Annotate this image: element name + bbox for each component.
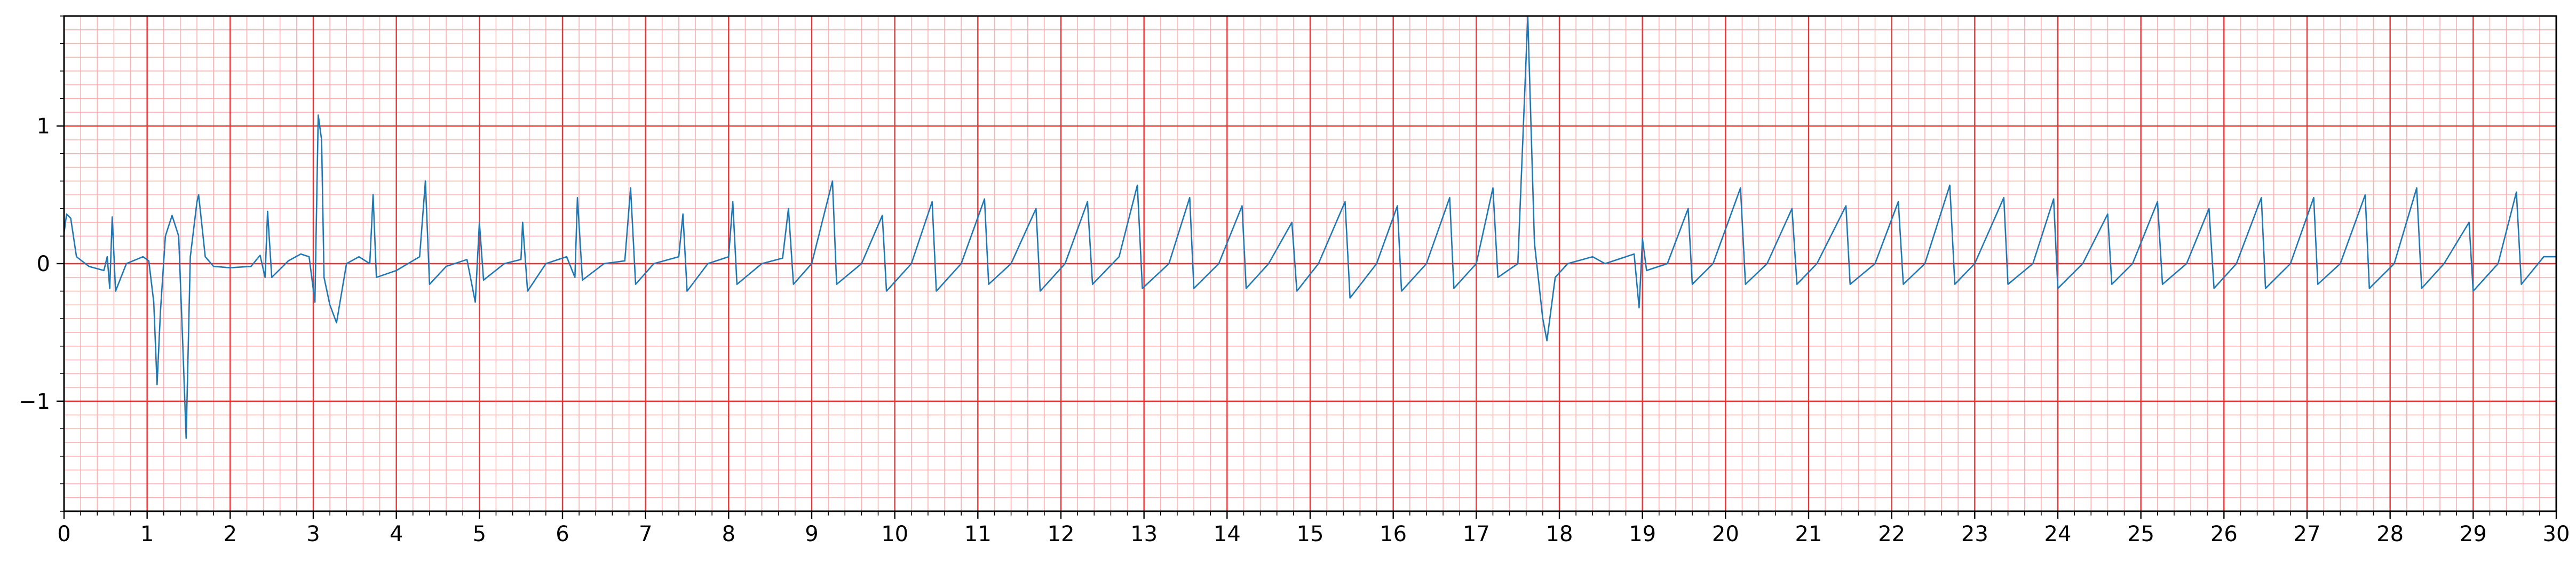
x-tick-label: 14: [1214, 522, 1241, 546]
series-line: [63, 15, 2556, 439]
x-tick-label: 24: [2044, 522, 2072, 546]
x-tick-label: 28: [2376, 522, 2404, 546]
x-tick-label: 4: [390, 522, 403, 546]
x-tick-label: 10: [881, 522, 908, 546]
x-tick-label: 13: [1130, 522, 1158, 546]
x-tick-label: 12: [1048, 522, 1075, 546]
x-tick-label: 18: [1546, 522, 1573, 546]
y-tick-label: 1: [37, 114, 50, 139]
y-tick-label: 0: [37, 252, 50, 276]
x-tick-label: 25: [2127, 522, 2154, 546]
x-tick-label: 21: [1795, 522, 1822, 546]
x-tick-label: 5: [473, 522, 486, 546]
x-tick-label: 20: [1712, 522, 1739, 546]
x-tick-label: 9: [805, 522, 818, 546]
x-tick-label: 6: [556, 522, 569, 546]
y-axis: −1 0 1: [19, 15, 64, 512]
x-tick-label: 16: [1380, 522, 1407, 546]
major-grid: [63, 16, 2557, 511]
x-tick-label: 19: [1629, 522, 1656, 546]
x-tick-label: 26: [2210, 522, 2238, 546]
x-tick-label: 29: [2460, 522, 2487, 546]
x-tick-label: 27: [2294, 522, 2321, 546]
x-tick-label: 7: [639, 522, 652, 546]
x-tick-label: 3: [306, 522, 320, 546]
x-tick-label: 1: [140, 522, 154, 546]
y-tick-label: −1: [19, 390, 50, 414]
x-tick-label: 30: [2543, 522, 2570, 546]
x-tick-label: 11: [964, 522, 992, 546]
x-tick-label: 0: [57, 522, 70, 546]
x-tick-label: 15: [1297, 522, 1324, 546]
x-tick-label: 22: [1878, 522, 1905, 546]
x-axis: 0 1 2 3 4 5 6 7 8 9 10 11 12 13 14 15 16 17 18 19 20 21 22 23 24…: [57, 511, 2570, 546]
x-tick-label: 2: [224, 522, 237, 546]
x-tick-label: 23: [1961, 522, 1988, 546]
x-tick-label: 17: [1463, 522, 1490, 546]
x-tick-label: 8: [722, 522, 735, 546]
